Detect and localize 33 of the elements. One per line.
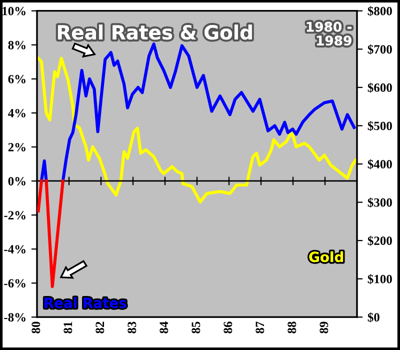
y-tick-label: 8% — [8, 40, 26, 50]
y2-tick-label: $700 — [368, 44, 392, 54]
text: Real Rates & Gold — [58, 24, 252, 40]
x-tick-label: 81 — [64, 322, 72, 334]
x-tick-label: 86 — [224, 322, 232, 334]
y-tick-label: -2% — [4, 211, 26, 220]
x-tick-label: 82 — [96, 322, 104, 334]
y-tick-label: 10% — [2, 6, 26, 16]
y2-tick-label: $300 — [368, 198, 392, 208]
x-tick-label: 80 — [32, 322, 40, 334]
x-tick-label: 88 — [288, 322, 296, 334]
y2-tick-label: $400 — [368, 159, 392, 170]
text: Gold — [309, 251, 344, 262]
y2-tick-label: $100 — [368, 274, 392, 284]
text: 1980 - 1989 — [306, 22, 352, 46]
y-tick-label: 4% — [8, 108, 26, 118]
x-tick-label: 83 — [128, 322, 136, 334]
y-tick-label: 6% — [8, 74, 26, 84]
y-tick-label: 0% — [8, 177, 26, 186]
y-tick-label: -6% — [4, 279, 26, 288]
y-tick-label: -8% — [4, 313, 26, 322]
y2-tick-label: $200 — [368, 236, 392, 246]
y-tick-label: -4% — [4, 245, 26, 254]
text: Real Rates — [44, 297, 126, 308]
x-tick-label: 85 — [192, 322, 200, 334]
y2-tick-label: $500 — [368, 120, 392, 131]
y2-tick-label: $0 — [368, 312, 380, 322]
y-tick-label: 2% — [8, 142, 26, 152]
y2-tick-label: $800 — [368, 6, 392, 16]
y2-tick-label: $600 — [368, 82, 392, 93]
x-tick-label: 84 — [160, 322, 168, 334]
x-tick-label: 87 — [256, 322, 264, 334]
x-tick-label: 89 — [320, 322, 328, 334]
